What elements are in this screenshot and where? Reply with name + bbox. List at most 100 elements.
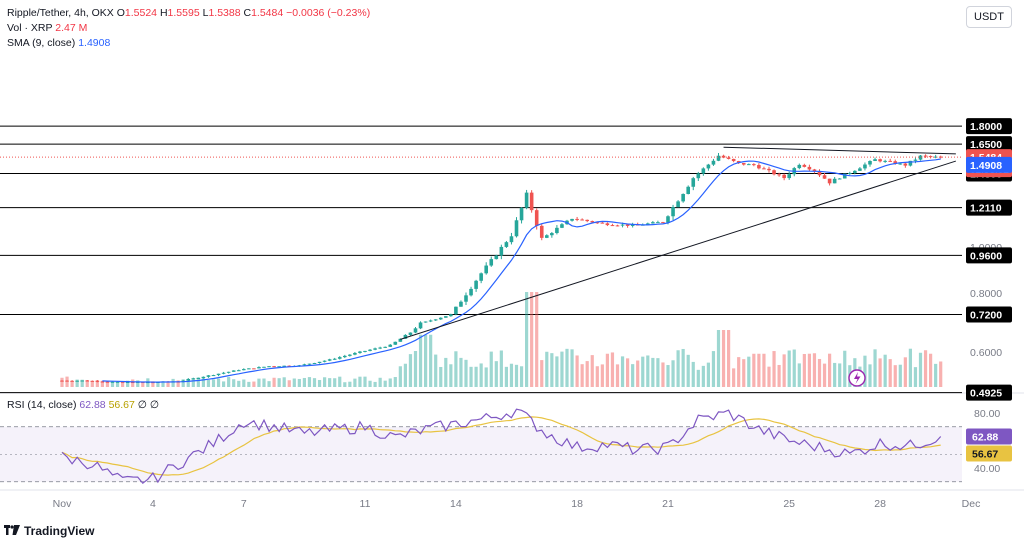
candle	[353, 351, 357, 356]
candle	[489, 256, 494, 267]
candle	[75, 380, 79, 382]
legend-sma: SMA (9, close) 1.4908	[7, 37, 110, 49]
x-tick-label-9: Dec	[962, 498, 981, 510]
candle	[701, 167, 706, 176]
candle-body	[767, 168, 771, 171]
candle	[923, 154, 928, 158]
candle	[797, 163, 802, 170]
candle-body	[656, 222, 660, 224]
brand-name: TradingView	[24, 524, 95, 538]
candle	[191, 377, 196, 380]
volume-bar	[206, 379, 211, 387]
volume-bar	[95, 380, 99, 387]
volume-bar	[328, 378, 332, 387]
candle-body	[433, 319, 438, 321]
rsi-line	[61, 408, 942, 485]
candle	[201, 376, 206, 379]
volume-bar	[580, 364, 584, 387]
volume-bar	[681, 348, 685, 387]
candle	[257, 366, 261, 369]
candle	[322, 360, 327, 363]
candle-body	[302, 364, 307, 366]
x-tick-label-2: 7	[241, 498, 247, 510]
volume-bar	[312, 378, 317, 387]
candle-body	[837, 178, 842, 180]
level-label-text-5: 0.7200	[970, 310, 1002, 322]
candle	[731, 158, 736, 163]
candle-body	[388, 344, 393, 347]
candle	[918, 154, 923, 161]
volume-bar	[469, 366, 473, 387]
candle	[848, 171, 852, 175]
candle	[464, 292, 468, 306]
candle-body	[908, 160, 913, 166]
currency-selector[interactable]: USDT	[966, 6, 1012, 28]
volume-bar	[610, 352, 615, 387]
volume-bar	[222, 381, 226, 387]
candle	[610, 223, 615, 227]
volume-bar	[403, 363, 407, 387]
volume-bar	[833, 362, 837, 387]
candle	[661, 221, 665, 224]
candle	[711, 158, 716, 166]
candle-body	[580, 219, 584, 221]
volume-bar	[651, 357, 655, 387]
candle	[822, 172, 827, 179]
candle	[716, 152, 721, 162]
volume-bar	[454, 351, 458, 387]
candle-body	[201, 376, 206, 378]
volume-bar	[519, 366, 524, 387]
candle-body	[741, 162, 746, 165]
volume-bar	[671, 360, 675, 387]
candle	[863, 162, 867, 171]
candle-body	[519, 207, 524, 221]
candle-body	[903, 163, 908, 166]
candle	[696, 171, 701, 182]
candle	[70, 380, 74, 382]
volume-bar	[868, 364, 872, 387]
level-label-1: 1.6500	[966, 136, 1012, 153]
volume-bar	[782, 354, 786, 387]
candle	[807, 164, 812, 171]
legend-close-label: C	[243, 7, 252, 19]
candle-body	[787, 174, 791, 179]
candle	[474, 279, 478, 292]
level-label-3: 1.2110	[966, 199, 1012, 216]
candle-body	[868, 161, 872, 165]
candle-body	[848, 172, 852, 174]
volume-bar	[494, 361, 498, 387]
volume-bar	[201, 376, 205, 387]
candle-body	[262, 366, 266, 368]
volume-bar	[418, 334, 423, 387]
volume-bar	[368, 380, 372, 387]
volume-bar	[408, 354, 413, 387]
candle	[615, 224, 620, 227]
volume-bar	[302, 377, 306, 387]
volume-bar	[590, 355, 594, 387]
rsi-ma-badge: 56.67	[966, 445, 1012, 462]
volume-bar	[701, 365, 705, 387]
candle-body	[469, 288, 473, 296]
candle	[509, 232, 514, 245]
candle	[767, 166, 771, 173]
rsi-ma-badge-bg	[966, 445, 1012, 462]
candle-body	[120, 381, 125, 383]
candle	[873, 157, 877, 162]
candle	[681, 193, 685, 203]
volume-bar	[292, 378, 296, 387]
candle-body	[65, 380, 69, 382]
volume-bar	[388, 378, 392, 387]
candle	[550, 232, 554, 238]
volume-bar	[237, 380, 241, 387]
candle-body	[883, 160, 887, 162]
legend-change: −0.0036 (−0.23%)	[286, 7, 371, 19]
candle-body	[918, 155, 923, 160]
trendline-upper	[723, 146, 956, 155]
candle	[686, 185, 690, 195]
candle-body	[85, 380, 90, 382]
candle	[858, 167, 862, 171]
volume-bar	[161, 381, 165, 387]
candle-body	[413, 328, 418, 333]
